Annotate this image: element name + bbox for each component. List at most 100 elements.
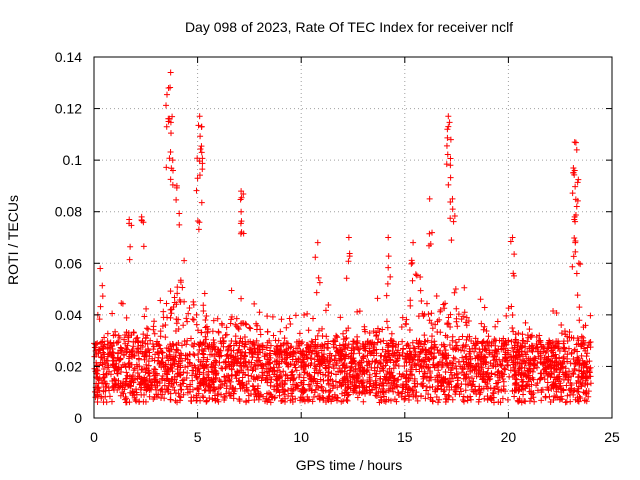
data-point xyxy=(190,343,197,350)
data-point xyxy=(560,340,567,347)
data-point xyxy=(467,379,474,386)
data-point xyxy=(560,364,567,371)
data-point xyxy=(385,234,392,241)
data-point xyxy=(225,372,232,379)
data-point xyxy=(470,378,477,385)
data-point xyxy=(447,174,454,181)
data-point xyxy=(140,331,147,338)
data-point xyxy=(576,367,583,374)
data-point xyxy=(354,308,361,315)
data-point xyxy=(109,353,116,360)
data-point xyxy=(139,338,146,345)
data-point xyxy=(129,373,136,380)
data-point xyxy=(274,367,281,374)
data-point xyxy=(575,383,582,390)
data-point xyxy=(522,385,529,392)
data-point xyxy=(390,365,397,372)
data-point xyxy=(292,356,299,363)
data-point xyxy=(311,361,318,368)
data-point xyxy=(438,359,445,366)
x-axis-title: GPS time / hours xyxy=(296,457,403,473)
data-point xyxy=(159,391,166,398)
data-point xyxy=(570,253,577,260)
data-point xyxy=(296,330,303,337)
data-point xyxy=(507,238,514,245)
data-point xyxy=(432,321,439,328)
data-point xyxy=(511,387,518,394)
data-point xyxy=(123,375,130,382)
data-point xyxy=(584,350,591,357)
data-point xyxy=(536,376,543,383)
data-point xyxy=(509,345,516,352)
data-point xyxy=(440,388,447,395)
data-point xyxy=(219,334,226,341)
data-point xyxy=(237,220,244,227)
data-point xyxy=(237,335,244,342)
data-point xyxy=(330,365,337,372)
data-point xyxy=(248,373,255,380)
data-point xyxy=(324,354,331,361)
data-point xyxy=(173,184,180,191)
data-point xyxy=(305,381,312,388)
data-point xyxy=(447,369,454,376)
data-point xyxy=(171,294,178,301)
data-point xyxy=(379,365,386,372)
data-point xyxy=(394,355,401,362)
data-point xyxy=(284,340,291,347)
data-point xyxy=(147,337,154,344)
data-point xyxy=(198,346,205,353)
data-point xyxy=(462,381,469,388)
x-tick-label: 5 xyxy=(194,429,202,445)
data-point xyxy=(200,308,207,315)
data-point xyxy=(479,339,486,346)
data-point xyxy=(330,338,337,345)
data-point xyxy=(383,292,390,299)
data-point xyxy=(389,385,396,392)
data-point xyxy=(287,320,294,327)
data-point xyxy=(476,386,483,393)
data-point xyxy=(561,358,568,365)
data-point xyxy=(569,370,576,377)
data-point xyxy=(266,368,273,375)
data-point xyxy=(551,374,558,381)
data-point xyxy=(268,393,275,400)
data-point xyxy=(202,317,209,324)
data-point xyxy=(238,208,245,215)
data-point xyxy=(503,312,510,319)
data-point xyxy=(144,332,151,339)
data-point xyxy=(432,386,439,393)
data-point xyxy=(174,290,181,297)
data-point xyxy=(364,340,371,347)
data-point xyxy=(325,301,332,308)
data-point xyxy=(273,376,280,383)
data-point xyxy=(483,347,490,354)
data-point xyxy=(187,351,194,358)
data-point xyxy=(258,391,265,398)
data-point xyxy=(565,376,572,383)
data-point xyxy=(315,327,322,334)
data-point xyxy=(428,310,435,317)
data-point xyxy=(562,331,569,338)
data-point xyxy=(417,287,424,294)
data-point xyxy=(262,398,269,405)
data-point xyxy=(166,351,173,358)
data-point xyxy=(311,356,318,363)
data-point xyxy=(548,385,555,392)
data-point xyxy=(510,364,517,371)
data-point xyxy=(366,345,373,352)
data-point xyxy=(429,333,435,340)
data-point xyxy=(501,354,508,361)
plot-frame xyxy=(93,56,613,419)
data-point xyxy=(572,183,579,190)
data-point xyxy=(461,284,468,291)
data-point xyxy=(402,320,409,327)
data-point xyxy=(576,361,583,368)
data-point xyxy=(141,374,148,381)
data-point xyxy=(182,352,189,359)
data-point xyxy=(329,361,336,368)
data-point xyxy=(398,393,405,400)
data-point xyxy=(571,360,578,367)
data-point xyxy=(563,398,570,405)
data-point xyxy=(491,385,498,392)
data-point xyxy=(250,383,257,390)
